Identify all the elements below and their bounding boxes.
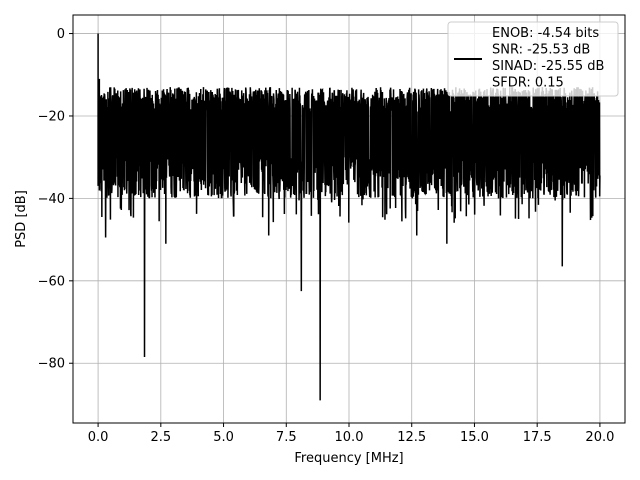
- legend-box: [447, 21, 619, 97]
- legend-entry-snr: SNR: -25.53 dB: [492, 43, 590, 58]
- x-tick-label: 10.0: [335, 430, 364, 445]
- x-tick-label: 20.0: [585, 430, 614, 445]
- x-tick-label: 2.5: [150, 430, 171, 445]
- x-tick-label: 17.5: [523, 430, 552, 445]
- y-tick-label: 0: [57, 27, 65, 42]
- x-tick-label: 0.0: [88, 430, 109, 445]
- legend-entry-enob: ENOB: -4.54 bits: [492, 26, 599, 41]
- x-axis-label: Frequency [MHz]: [294, 451, 403, 466]
- x-tick-label: 15.0: [460, 430, 489, 445]
- y-tick-label: −60: [38, 274, 65, 289]
- plot-area: [97, 33, 601, 401]
- y-tick-label: −40: [38, 192, 65, 207]
- psd-series-line: [97, 33, 601, 401]
- legend-entry-sfdr: SFDR: 0.15: [492, 76, 564, 91]
- legend: ENOB: -4.54 bits SNR: -25.53 dB SINAD: -…: [447, 21, 619, 97]
- x-tick-label: 7.5: [276, 430, 297, 445]
- y-axis-label: PSD [dB]: [14, 190, 29, 248]
- x-tick-label: 5.0: [213, 430, 234, 445]
- legend-entry-sinad: SINAD: -25.55 dB: [492, 59, 604, 74]
- x-tick-label: 12.5: [397, 430, 426, 445]
- y-tick-label: −20: [38, 109, 65, 124]
- axis-ticks: 0.0 2.5 5.0 7.5 10.0 12.5 15.0 17.5 20.0 0 −20 −40 −…: [38, 27, 615, 445]
- y-tick-label: −80: [38, 357, 65, 372]
